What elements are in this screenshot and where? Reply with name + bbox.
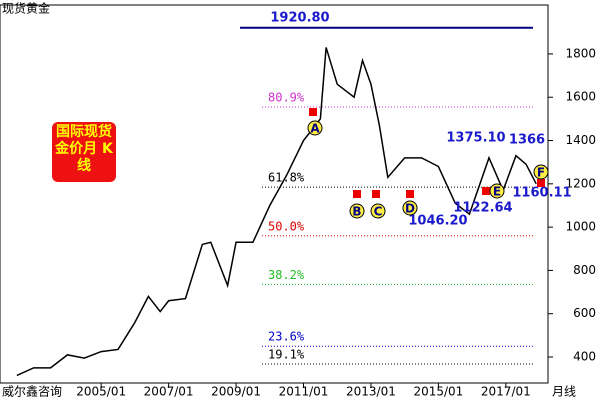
y-tick-label: 1600	[565, 90, 596, 104]
marker-label: D	[405, 202, 415, 216]
subtitle-wrap: 国际现货金价月 K线	[55, 124, 113, 174]
price-annotation: 1122.64	[453, 201, 512, 216]
marker-square	[482, 187, 490, 195]
level-label: 38.2%	[268, 268, 305, 282]
x-tick-label: 2017/01	[481, 385, 531, 399]
y-tick-label: 800	[573, 263, 596, 277]
marker-circle	[402, 200, 418, 216]
marker-circle	[489, 183, 505, 199]
x-tick-label: 2011/01	[279, 385, 329, 399]
marker-label: C	[374, 205, 383, 219]
x-axis-label: 月线	[552, 385, 576, 399]
level-label: 19.1%	[268, 347, 305, 361]
x-tick-label: 2007/01	[144, 385, 194, 399]
marker-circle	[349, 203, 365, 219]
price-annotation: 1046.20	[408, 214, 467, 229]
marker-circle	[307, 120, 323, 136]
price-annotation: 1160.11	[512, 186, 571, 201]
source: 威尔鑫咨询	[2, 384, 62, 399]
y-tick-label: 1200	[565, 176, 596, 190]
marker-label: B	[352, 205, 361, 219]
x-tick-label: 2005/01	[76, 385, 126, 399]
high-label: 1920.80	[270, 10, 329, 25]
marker-label: E	[493, 185, 501, 199]
marker-square	[406, 190, 414, 198]
marker-circle	[533, 164, 549, 180]
marker-square	[537, 179, 545, 187]
title-box	[52, 122, 116, 182]
marker-square	[372, 190, 380, 198]
marker-label: F	[537, 166, 545, 180]
level-label: 61.8%	[268, 171, 305, 185]
x-tick-label: 2013/01	[346, 385, 396, 399]
price-annotation: 1366	[509, 133, 545, 148]
marker-circle	[370, 203, 386, 219]
level-label: 23.6%	[268, 330, 305, 344]
marker-label: A	[310, 122, 320, 136]
level-label: 80.9%	[268, 90, 305, 104]
marker-square	[353, 190, 361, 198]
price-line	[16, 47, 537, 377]
y-tick-label: 1400	[565, 133, 596, 147]
chart-title: 现货黄金	[2, 1, 50, 16]
y-tick-label: 400	[573, 350, 596, 364]
price-annotation: 1375.10	[446, 131, 505, 146]
chart-subtitle: 国际现货金价月 K线	[55, 124, 113, 174]
y-tick-label: 600	[573, 306, 596, 320]
y-tick-label: 1000	[565, 220, 596, 234]
x-tick-label: 2015/01	[413, 385, 463, 399]
level-label: 50.0%	[268, 219, 305, 233]
y-tick-label: 1800	[565, 46, 596, 60]
x-tick-label: 2009/01	[211, 385, 261, 399]
marker-square	[309, 108, 317, 116]
plot-frame	[0, 4, 549, 384]
